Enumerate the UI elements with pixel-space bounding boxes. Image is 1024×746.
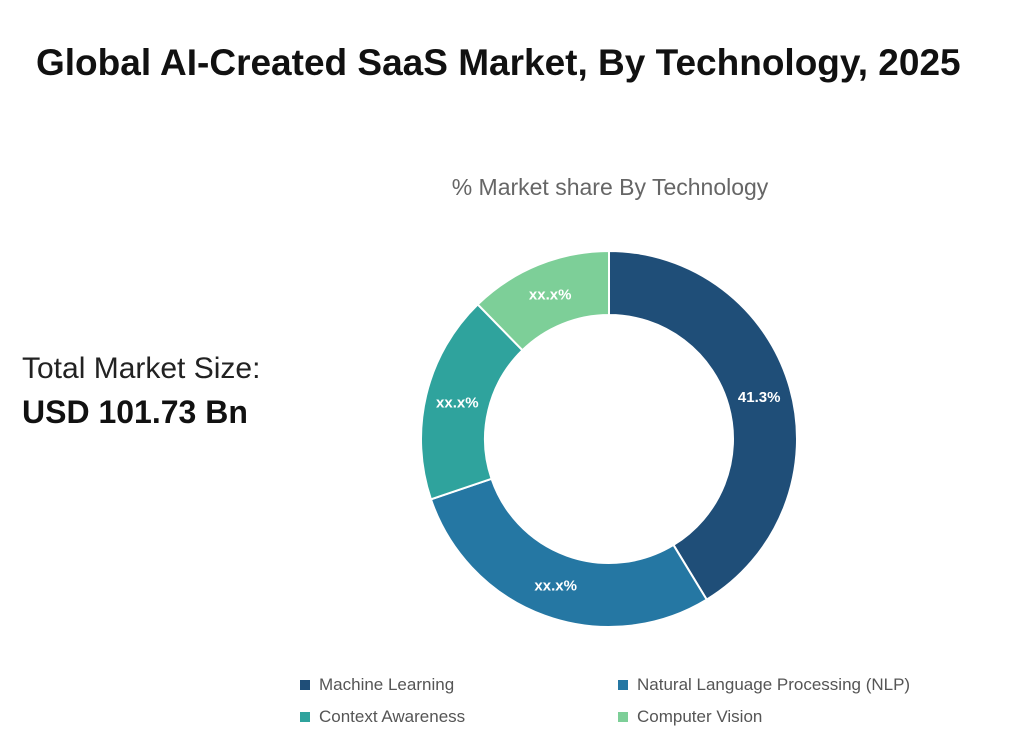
legend-label: Computer Vision [637,707,763,726]
donut-slice-natural-language-processing-nlp [429,477,709,628]
legend-label: Machine Learning [319,675,455,694]
slice-data-label: xx.x% [436,395,479,412]
legend-swatch [618,712,628,722]
chart-subtitle: % Market share By Technology [451,174,769,200]
legend-item-machine-learning: Machine Learning [300,675,618,695]
legend-label: Context Awareness [319,707,466,726]
slice-data-label: 41.3% [738,389,781,406]
legend-swatch [618,680,628,690]
legend-swatch [300,680,310,690]
slice-data-label: xx.x% [529,287,572,304]
total-market-label: Total Market Size: [22,352,261,385]
legend-item-context-awareness: Context Awareness [300,707,618,727]
legend-item-computer-vision: Computer Vision [618,707,978,727]
total-market-value: USD 101.73 Bn [22,394,248,430]
donut-slice-machine-learning [608,249,798,601]
slice-data-label: xx.x% [534,578,577,595]
donut-slice-computer-vision [476,249,610,352]
legend-item-nlp: Natural Language Processing (NLP) [618,675,978,695]
chart-legend: Machine Learning Natural Language Proces… [300,675,980,727]
page-title: Global AI-Created SaaS Market, By Techno… [36,42,961,83]
legend-label: Natural Language Processing (NLP) [637,675,911,694]
legend-swatch [300,712,310,722]
